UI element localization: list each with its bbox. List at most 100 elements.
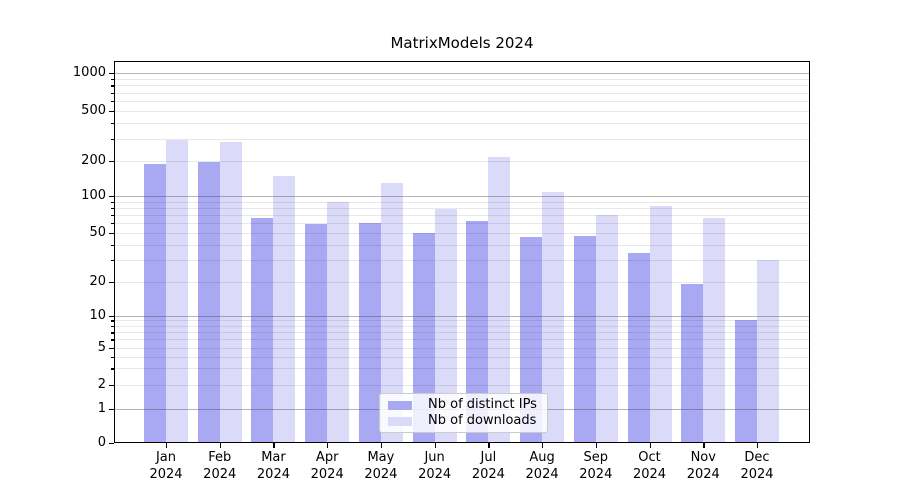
- x-tick-label-jan: Jan 2024: [131, 449, 201, 483]
- bar-jun-distinct-ips: [412, 232, 435, 443]
- bar-apr-distinct-ips: [305, 223, 328, 443]
- gridline-minor: [114, 78, 810, 80]
- gridline-minor: [114, 244, 810, 246]
- y-tick-label: 500: [81, 103, 106, 118]
- y-tick-mark-minor: [111, 368, 114, 370]
- y-tick-mark-minor: [111, 232, 114, 234]
- x-tick-label-mar: Mar 2024: [238, 449, 308, 483]
- bar-jun-downloads: [434, 209, 457, 443]
- bar-sep-downloads: [595, 214, 618, 443]
- gridline-minor: [114, 123, 810, 125]
- y-tick-mark-minor: [111, 214, 114, 217]
- y-tick-mark-minor: [111, 281, 114, 283]
- y-tick-mark: [109, 315, 114, 317]
- x-tick-year: 2024: [579, 467, 613, 482]
- y-tick-label: 1000: [72, 65, 106, 80]
- y-tick-mark-minor: [111, 332, 114, 334]
- x-tick-mark: [542, 443, 544, 448]
- y-tick-label: 10: [89, 307, 106, 323]
- x-tick-label-may: May 2024: [346, 449, 416, 483]
- y-tick-label: 200: [81, 152, 106, 168]
- bar-jan-downloads: [166, 140, 188, 443]
- y-tick-mark-minor: [111, 101, 114, 103]
- gridline-minor: [114, 368, 810, 370]
- x-tick-mark: [756, 443, 759, 448]
- bar-aug-downloads: [542, 192, 565, 443]
- y-tick-mark-minor: [111, 85, 114, 87]
- x-tick-mark: [434, 443, 436, 448]
- gridline-minor: [114, 85, 810, 87]
- y-tick-mark: [109, 73, 114, 75]
- x-tick-mark: [380, 443, 383, 448]
- y-tick-mark-minor: [111, 160, 114, 162]
- x-tick-mark: [488, 443, 490, 448]
- x-tick-year: 2024: [256, 467, 290, 482]
- y-tick-mark-minor: [111, 325, 114, 328]
- x-tick-label-jun: Jun 2024: [400, 449, 470, 483]
- legend-swatch: [388, 400, 412, 410]
- y-tick-mark-minor: [111, 78, 114, 81]
- x-tick-mark: [649, 443, 651, 448]
- x-tick-label-oct: Oct 2024: [615, 449, 685, 483]
- gridline-minor: [114, 281, 810, 283]
- gridline-major: [114, 73, 810, 74]
- y-tick-mark: [109, 443, 114, 445]
- x-tick-year: 2024: [632, 467, 667, 482]
- y-tick-mark-minor: [111, 320, 114, 322]
- gridline-minor: [114, 138, 810, 140]
- x-tick-label-sep: Sep 2024: [561, 449, 631, 483]
- y-tick-mark-minor: [111, 356, 114, 359]
- x-tick-mark: [327, 443, 329, 448]
- legend-row-distinct-ips: Nb of distinct IPs: [386, 397, 541, 413]
- bar-sep-distinct-ips: [573, 235, 596, 443]
- bar-nov-downloads: [703, 218, 726, 443]
- bar-jul-downloads: [488, 156, 511, 443]
- y-tick-label: 100: [81, 188, 106, 203]
- x-tick-mark: [595, 443, 598, 448]
- bar-mar-downloads: [273, 175, 296, 443]
- gridline-minor: [114, 207, 810, 209]
- gridline-major: [114, 315, 810, 317]
- y-tick-mark-minor: [111, 244, 114, 246]
- y-tick-mark-minor: [111, 207, 114, 210]
- y-tick-mark: [109, 196, 114, 198]
- legend-row-downloads: Nb of downloads: [386, 413, 541, 429]
- y-tick-mark-minor: [111, 138, 114, 140]
- x-tick-label-nov: Nov 2024: [668, 449, 738, 483]
- x-tick-mark: [273, 443, 275, 448]
- y-tick-label: 5: [97, 340, 106, 355]
- y-tick-mark: [109, 409, 114, 411]
- legend-label: Nb of distinct IPs: [428, 397, 537, 412]
- bar-jan-distinct-ips: [144, 163, 166, 443]
- gridline-minor: [114, 201, 810, 203]
- y-tick-label: 0: [97, 435, 106, 450]
- chart-title: MatrixModels 2024: [390, 34, 534, 52]
- y-tick-mark-minor: [111, 339, 114, 341]
- gridline-minor: [114, 348, 810, 349]
- x-tick-year: 2024: [310, 467, 344, 482]
- x-tick-year: 2024: [364, 467, 398, 482]
- y-tick-label: 1: [97, 401, 106, 416]
- x-tick-year: 2024: [418, 467, 452, 482]
- bar-feb-distinct-ips: [197, 161, 220, 443]
- gridline-minor: [114, 92, 810, 94]
- gridline-minor: [114, 101, 810, 102]
- y-tick-label: 2: [97, 376, 106, 392]
- x-tick-year: 2024: [471, 467, 505, 482]
- y-tick-mark-minor: [111, 259, 114, 262]
- gridline-minor: [114, 160, 810, 162]
- bar-may-distinct-ips: [358, 223, 381, 443]
- y-tick-mark-minor: [111, 92, 114, 94]
- x-tick-year: 2024: [149, 467, 183, 482]
- bar-dec-downloads: [756, 259, 779, 443]
- legend: Nb of distinct IPs Nb of downloads: [379, 393, 548, 433]
- bar-apr-downloads: [327, 202, 350, 443]
- bar-feb-downloads: [219, 142, 242, 443]
- x-tick-year: 2024: [686, 467, 720, 482]
- x-tick-mark: [219, 443, 222, 448]
- gridline-minor: [114, 356, 810, 358]
- bar-oct-downloads: [649, 205, 672, 443]
- y-tick-mark-minor: [111, 111, 114, 113]
- bar-mar-distinct-ips: [251, 218, 274, 443]
- y-tick-label: 50: [89, 224, 106, 240]
